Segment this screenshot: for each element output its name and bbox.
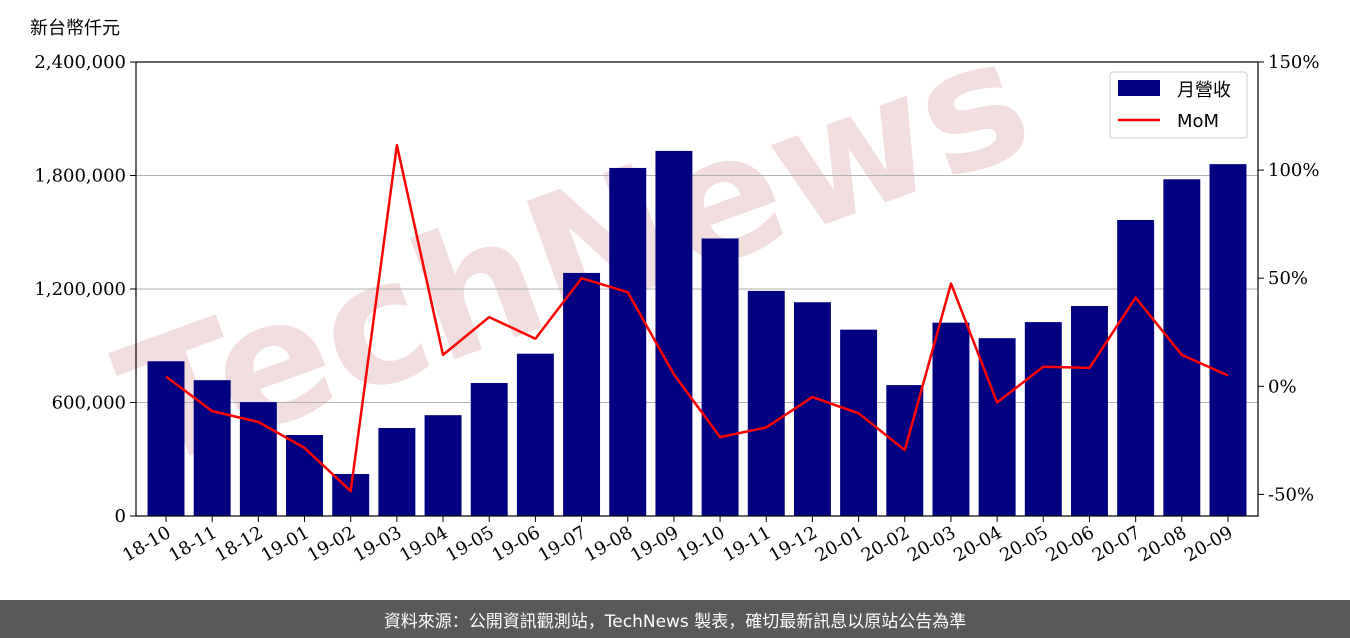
x-axis-tick-label: 19-09 [627,522,682,566]
revenue-bar [378,428,416,516]
x-axis-tick-label: 20-06 [1043,522,1098,566]
x-axis: 18-1018-1118-1219-0119-0219-0319-0419-05… [119,516,1236,566]
x-axis-tick-label: 19-02 [304,522,359,566]
revenue-bar [747,290,785,516]
x-axis-tick-label: 20-09 [1181,522,1236,566]
x-axis-tick-label: 20-01 [812,522,867,566]
x-axis-tick-label: 20-08 [1135,522,1190,566]
left-axis-tick-label: 1,200,000 [34,279,126,300]
x-axis-tick-label: 19-10 [673,522,728,566]
x-axis-tick-label: 19-06 [488,522,543,566]
revenue-bar [424,415,462,516]
x-axis-tick-label: 20-03 [904,522,959,566]
legend-bar-swatch [1118,80,1160,96]
x-axis-tick-label: 18-11 [165,522,220,566]
x-axis-tick-label: 20-02 [858,522,913,566]
right-axis-tick-label: 0% [1268,376,1297,397]
revenue-chart: TechNews 新台幣仟元 0600,0001,200,0001,800,00… [30,0,1319,566]
revenue-bar [147,361,185,516]
x-axis-tick-label: 20-05 [996,522,1051,566]
left-axis-tick-label: 1,800,000 [34,166,126,187]
x-axis-tick-label: 19-07 [535,522,590,566]
revenue-bar [1117,219,1155,516]
revenue-bar [1163,179,1201,517]
mom-line [165,143,1229,493]
x-axis-tick-label: 18-10 [119,522,174,566]
left-axis: 0 600,000 1,200,000 1,800,000 2,400,000 [34,52,136,527]
x-axis-tick-label: 19-12 [765,522,820,566]
source-footer-text: 資料來源：公開資訊觀測站，TechNews 製表，確切最新訊息以原站公告為準 [383,611,967,632]
right-axis: -50% 0% 50% 100% 150% [1258,52,1319,505]
x-axis-tick-label: 20-07 [1089,522,1144,566]
revenue-bar [1209,164,1247,516]
revenue-bar [1024,322,1062,516]
x-axis-tick-label: 18-12 [211,522,266,566]
legend-label-mom: MoM [1177,111,1219,132]
revenue-bar [655,150,693,517]
x-axis-tick-label: 19-11 [719,522,774,566]
left-axis-unit-label: 新台幣仟元 [30,18,120,39]
x-axis-tick-label: 19-04 [396,522,451,566]
x-axis-tick-label: 19-05 [442,522,497,566]
left-axis-tick-label: 2,400,000 [34,52,126,73]
revenue-bar [516,353,554,516]
right-axis-tick-label: 50% [1268,268,1308,289]
revenue-bar [701,238,739,516]
x-axis-tick-label: 19-01 [258,522,313,566]
x-axis-tick-label: 20-04 [950,522,1005,566]
revenue-bar [793,302,831,516]
revenue-bar [470,383,508,516]
revenue-bar [609,167,647,516]
right-axis-tick-label: -50% [1268,484,1314,505]
left-axis-tick-label: 0 [115,506,126,527]
revenue-bar [563,272,601,516]
revenue-bar [932,322,970,516]
legend-label-revenue: 月營收 [1177,80,1231,101]
revenue-bar [978,338,1016,516]
right-axis-tick-label: 100% [1268,160,1319,181]
left-axis-tick-label: 600,000 [52,393,126,414]
legend: 月營收 MoM [1109,71,1248,139]
source-footer: 資料來源：公開資訊觀測站，TechNews 製表，確切最新訊息以原站公告為準 [0,600,1350,638]
x-axis-tick-label: 19-03 [350,522,405,566]
line-series [165,143,1229,493]
revenue-bar [1071,306,1108,516]
right-axis-tick-label: 150% [1268,52,1319,73]
x-axis-tick-label: 19-08 [581,522,636,566]
